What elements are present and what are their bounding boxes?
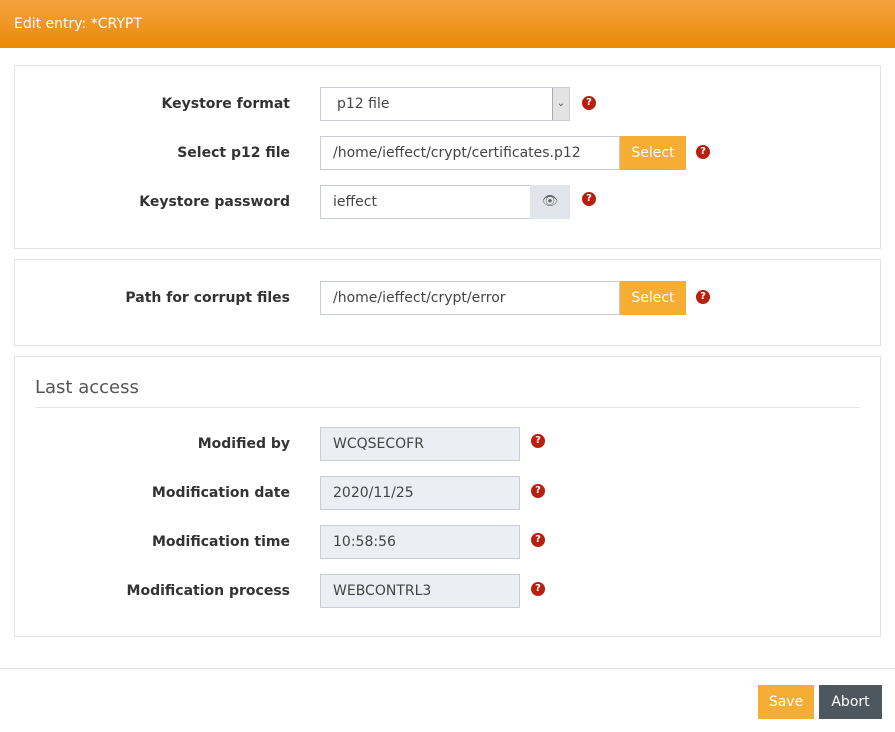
- chevron-down-icon: ⌄: [552, 88, 569, 120]
- keystore-password-label: Keystore password: [139, 194, 290, 210]
- corrupt-path-input[interactable]: /home/ieffect/crypt/error: [320, 281, 620, 315]
- field-label: Modification process: [126, 583, 290, 599]
- select-corrupt-button[interactable]: Select: [620, 281, 686, 315]
- field-value: WEBCONTRL3: [320, 574, 520, 608]
- save-button[interactable]: Save: [758, 685, 814, 719]
- help-icon[interactable]: ?: [531, 533, 545, 547]
- dialog-header: Edit entry: *CRYPT: [0, 0, 895, 48]
- field-value: 10:58:56: [320, 525, 520, 559]
- field-label: Modification time: [151, 534, 290, 550]
- keystore-password-row: Keystore password ieffect 👁 ?: [15, 185, 880, 219]
- corrupt-path-label: Path for corrupt files: [125, 290, 290, 306]
- field-row: Modified by WCQSECOFR ?: [15, 427, 880, 461]
- field-row: Modification process WEBCONTRL3 ?: [15, 574, 880, 608]
- dialog-footer: Save Abort: [0, 668, 895, 732]
- field-row: Modification date 2020/11/25 ?: [15, 476, 880, 510]
- help-icon[interactable]: ?: [531, 582, 545, 596]
- corrupt-panel: Path for corrupt files /home/ieffect/cry…: [14, 259, 881, 346]
- field-value: WCQSECOFR: [320, 427, 520, 461]
- help-icon[interactable]: ?: [582, 96, 596, 110]
- select-p12-button[interactable]: Select: [620, 136, 686, 170]
- keystore-format-row: Keystore format p12 file ⌄ ?: [15, 87, 880, 121]
- eye-slash-icon[interactable]: 👁: [530, 185, 570, 219]
- divider: [35, 407, 860, 408]
- field-value: 2020/11/25: [320, 476, 520, 510]
- help-icon[interactable]: ?: [696, 145, 710, 159]
- p12-file-input[interactable]: /home/ieffect/crypt/certificates.p12: [320, 136, 620, 170]
- abort-button[interactable]: Abort: [819, 685, 882, 719]
- help-icon[interactable]: ?: [531, 484, 545, 498]
- section-title: Last access: [35, 377, 139, 398]
- last-access-panel: Last access Modified by WCQSECOFR ? Modi…: [14, 356, 881, 637]
- field-label: Modification date: [151, 485, 290, 501]
- keystore-format-value: p12 file: [337, 96, 390, 112]
- keystore-password-input[interactable]: ieffect: [320, 185, 570, 219]
- p12-file-row: Select p12 file /home/ieffect/crypt/cert…: [15, 136, 880, 170]
- keystore-format-select[interactable]: p12 file ⌄: [320, 87, 570, 121]
- field-row: Modification time 10:58:56 ?: [15, 525, 880, 559]
- field-label: Modified by: [197, 436, 290, 452]
- help-icon[interactable]: ?: [582, 192, 596, 206]
- corrupt-path-row: Path for corrupt files /home/ieffect/cry…: [15, 281, 880, 315]
- keystore-panel: Keystore format p12 file ⌄ ? Select p12 f…: [14, 65, 881, 249]
- dialog-title: Edit entry: *CRYPT: [14, 16, 142, 32]
- help-icon[interactable]: ?: [531, 434, 545, 448]
- help-icon[interactable]: ?: [696, 290, 710, 304]
- p12-file-label: Select p12 file: [177, 145, 290, 161]
- keystore-format-label: Keystore format: [161, 96, 290, 112]
